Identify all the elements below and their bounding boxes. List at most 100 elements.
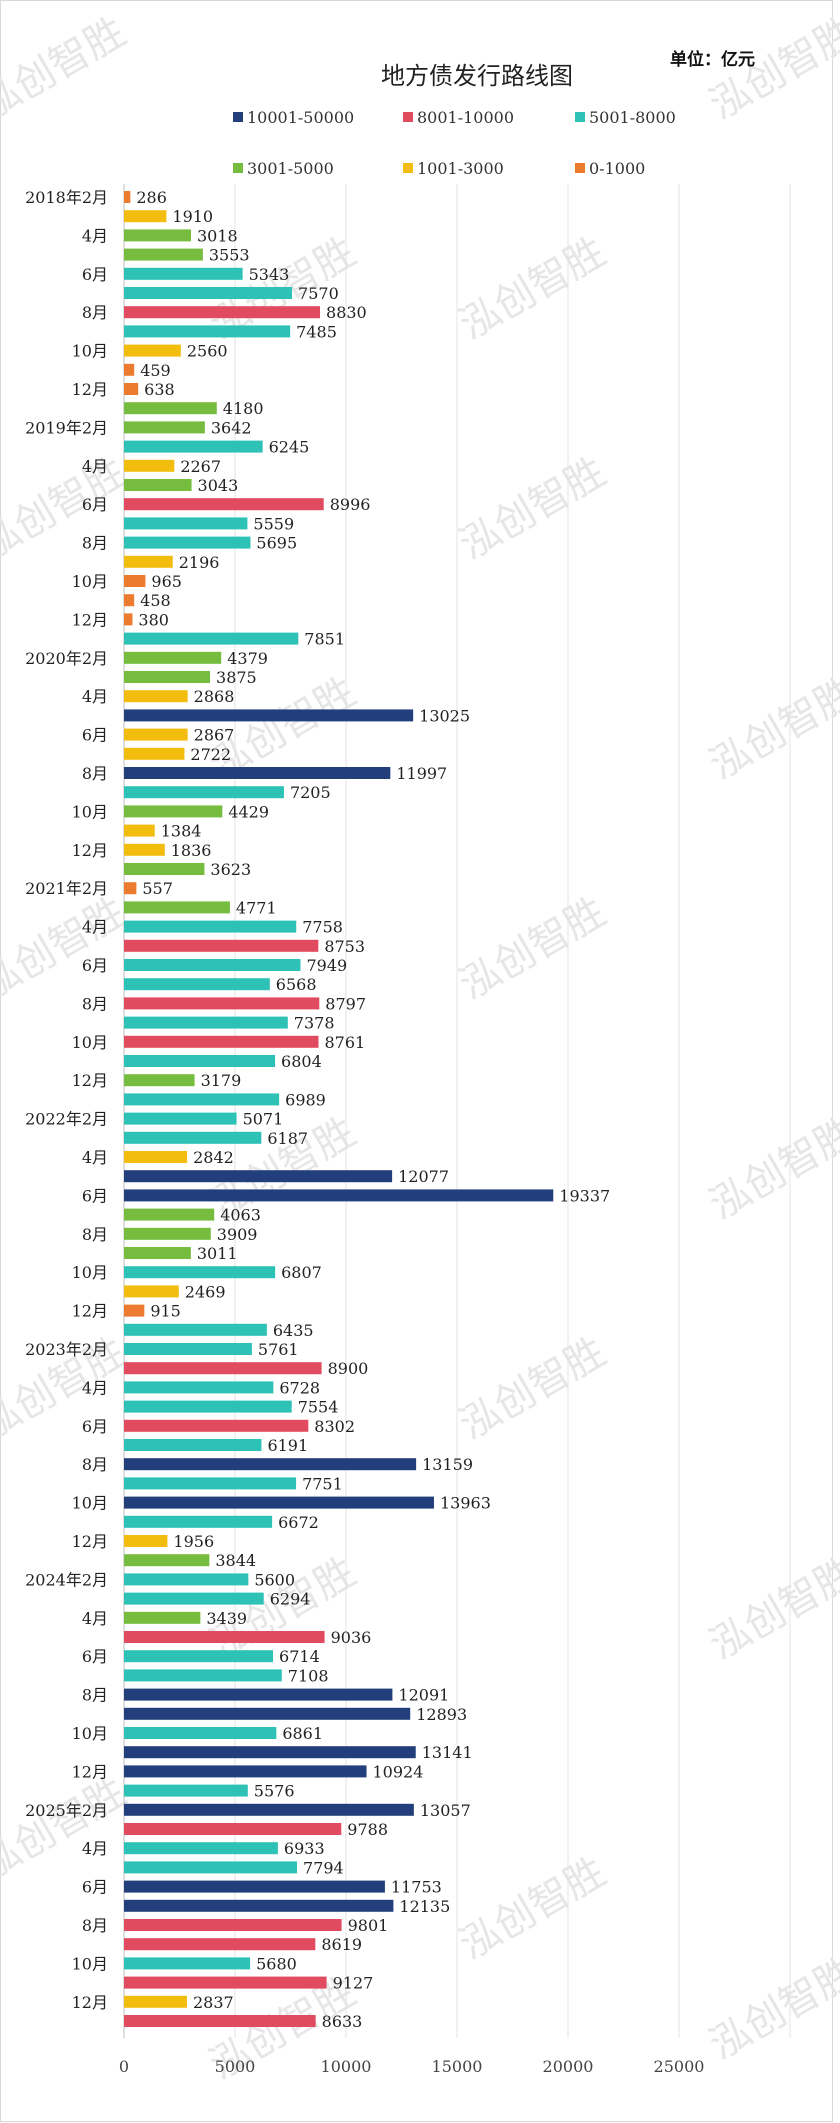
bar [124, 1400, 292, 1413]
bar [124, 1247, 191, 1259]
bar [124, 229, 191, 242]
category-label: 6月 [82, 956, 108, 975]
value-label: 9036 [331, 1628, 372, 1647]
category-label: 10月 [72, 1724, 108, 1743]
category-label: 2019年2月 [25, 418, 108, 437]
bar [124, 210, 167, 223]
category-label: 12月 [72, 1532, 108, 1551]
bar [124, 536, 251, 549]
bar [124, 651, 222, 664]
bar [124, 843, 165, 856]
value-label: 2722 [190, 745, 231, 764]
bar [124, 344, 181, 357]
category-label: 8月 [82, 303, 108, 322]
value-label: 8797 [325, 994, 366, 1013]
value-label: 13963 [440, 1494, 491, 1513]
category-label: 8月 [82, 1916, 108, 1935]
category-label: 4月 [82, 1609, 108, 1628]
value-label: 458 [140, 591, 171, 610]
category-label: 12月 [72, 1071, 108, 1090]
category-label: 2024年2月 [25, 1570, 108, 1589]
bar [124, 1592, 264, 1605]
bar [124, 1304, 145, 1317]
value-label: 12135 [399, 1897, 450, 1916]
value-label: 5576 [254, 1782, 295, 1801]
value-label: 638 [144, 380, 175, 399]
value-label: 7378 [294, 1014, 335, 1033]
bar [124, 517, 248, 530]
category-label: 10月 [72, 1263, 108, 1282]
value-label: 459 [140, 361, 171, 380]
value-label: 4771 [236, 898, 277, 917]
value-label: 6989 [285, 1090, 326, 1109]
category-label: 10月 [72, 1033, 108, 1052]
unit-label: 单位：亿元 [670, 49, 755, 70]
bar [124, 978, 270, 991]
value-label: 4379 [227, 649, 268, 668]
value-label: 7794 [303, 1858, 344, 1877]
value-label: 2469 [185, 1282, 226, 1301]
bar [124, 191, 131, 203]
category-label: 6月 [82, 726, 108, 745]
bar [124, 1515, 273, 1528]
value-label: 8633 [322, 2012, 363, 2031]
category-label: 6月 [82, 1186, 108, 1205]
category-label: 8月 [82, 534, 108, 553]
bar [124, 882, 137, 895]
value-label: 1956 [173, 1532, 214, 1551]
bar [124, 383, 139, 395]
value-label: 9788 [347, 1820, 388, 1839]
bar [124, 786, 284, 799]
bar [124, 1535, 168, 1547]
category-label: 4月 [82, 1378, 108, 1397]
category-label: 6月 [82, 495, 108, 514]
bar [124, 1938, 316, 1951]
value-label: 4429 [228, 802, 269, 821]
bar [124, 1266, 276, 1279]
bar [124, 1995, 187, 2008]
x-tick-label: 20000 [543, 2057, 594, 2076]
bar [124, 1746, 416, 1759]
category-label: 2021年2月 [25, 879, 108, 898]
bar [124, 767, 391, 779]
value-label: 5680 [256, 1954, 297, 1973]
value-label: 10924 [373, 1762, 424, 1781]
category-label: 2018年2月 [25, 188, 108, 207]
value-label: 2267 [180, 457, 221, 476]
category-label: 4月 [82, 226, 108, 245]
bar [124, 459, 175, 472]
bar [124, 1669, 282, 1682]
value-label: 5600 [254, 1570, 295, 1589]
bar [124, 805, 223, 818]
value-label: 6728 [279, 1378, 320, 1397]
value-label: 9127 [333, 1974, 374, 1993]
bar [124, 287, 293, 299]
value-label: 3844 [215, 1551, 256, 1570]
bar [124, 1419, 309, 1432]
value-label: 4063 [220, 1206, 261, 1225]
value-label: 8900 [328, 1359, 369, 1378]
value-label: 7108 [288, 1666, 329, 1685]
value-label: 12077 [398, 1167, 449, 1186]
bar [124, 1208, 215, 1221]
bar [124, 1323, 267, 1336]
value-label: 7851 [304, 630, 345, 649]
bar [124, 1343, 252, 1355]
legend-label: 3001-5000 [247, 159, 334, 178]
legend-label: 5001-8000 [589, 108, 676, 127]
chart-title: 地方债发行路线图 [381, 62, 573, 90]
bar [124, 1631, 325, 1643]
category-label: 4月 [82, 687, 108, 706]
bar [124, 1688, 393, 1701]
category-label: 8月 [82, 994, 108, 1013]
bar [124, 1707, 411, 1720]
value-label: 286 [136, 188, 167, 207]
legend-swatch [403, 163, 413, 173]
legend: 10001-50000 8001-10000 5001-8000 3001-5000 1… [233, 108, 676, 178]
value-label: 3439 [206, 1609, 247, 1628]
category-label: 4月 [82, 1839, 108, 1858]
bar [124, 863, 205, 875]
bar [124, 1765, 367, 1778]
